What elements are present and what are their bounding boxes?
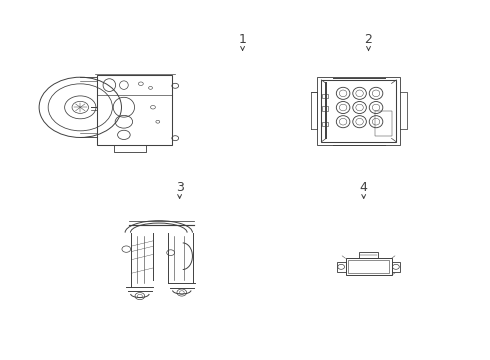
Bar <box>375 111 392 136</box>
Bar <box>337 261 345 272</box>
Bar <box>322 94 328 98</box>
Bar <box>392 261 400 272</box>
Text: 3: 3 <box>175 181 184 194</box>
Bar <box>345 258 392 275</box>
Bar <box>322 122 328 126</box>
Bar <box>321 80 396 142</box>
Bar <box>322 106 328 111</box>
Text: 4: 4 <box>360 181 368 194</box>
Bar <box>318 77 400 145</box>
Bar <box>97 76 172 145</box>
Bar <box>348 260 389 273</box>
Text: 2: 2 <box>365 33 372 46</box>
Text: 1: 1 <box>239 33 246 46</box>
Bar <box>359 252 378 258</box>
